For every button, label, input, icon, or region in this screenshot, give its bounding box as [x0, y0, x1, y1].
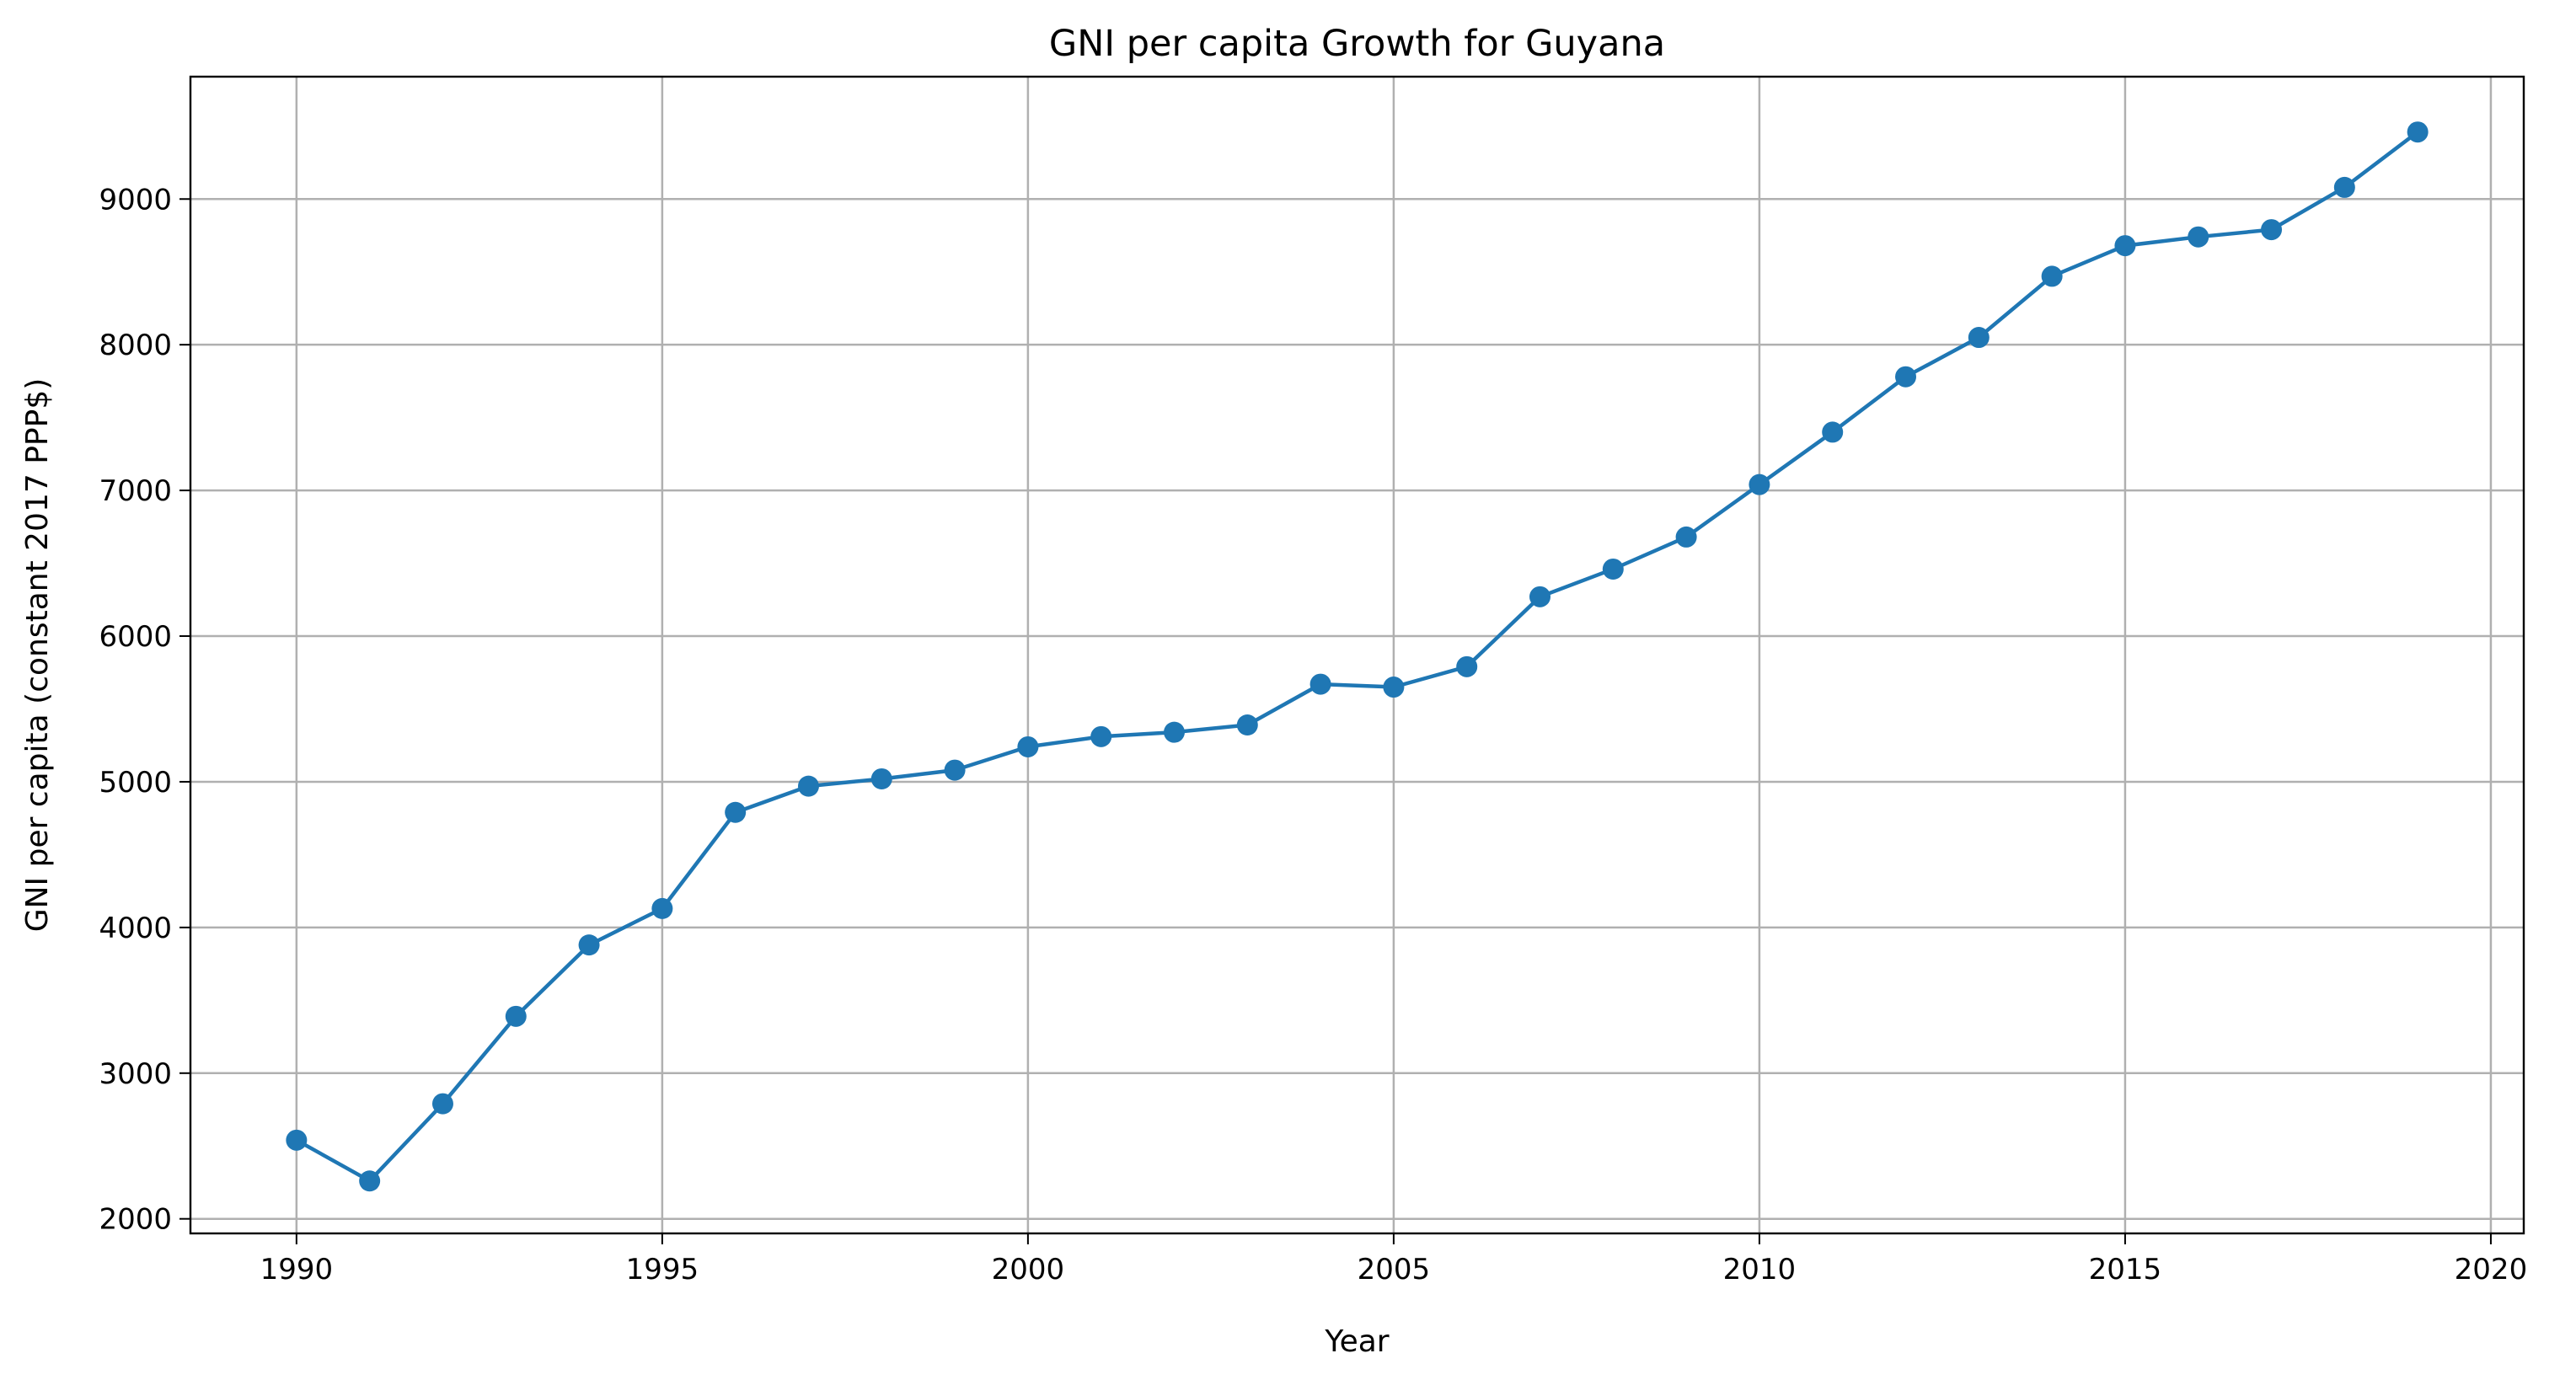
data-point	[1749, 473, 1770, 495]
y-tick-label: 4000	[99, 912, 172, 945]
x-tick-label: 1995	[626, 1253, 699, 1286]
data-point	[944, 759, 966, 781]
y-tick-label: 6000	[99, 620, 172, 654]
data-point	[1895, 366, 1917, 388]
data-point	[1383, 677, 1405, 698]
data-point	[1456, 655, 1478, 677]
data-point	[1968, 327, 1990, 349]
x-tick-label: 1990	[260, 1253, 334, 1286]
y-tick-label: 7000	[99, 474, 172, 508]
data-point	[1236, 714, 1258, 736]
data-point	[2407, 121, 2429, 143]
data-point	[2188, 226, 2209, 248]
data-point	[1822, 421, 1844, 443]
y-axis-label: GNI per capita (constant 2017 PPP$)	[20, 378, 55, 933]
data-point	[2114, 235, 2136, 257]
series-line	[295, 130, 2419, 1183]
series-layer	[286, 121, 2429, 1192]
data-point	[286, 1129, 308, 1151]
chart-title: GNI per capita Growth for Guyana	[1049, 23, 1665, 65]
x-tick-label: 2015	[2089, 1253, 2162, 1286]
data-point	[2041, 265, 2063, 287]
y-tick-label: 2000	[99, 1203, 172, 1237]
y-tick-label: 8000	[99, 329, 172, 362]
data-point	[2333, 176, 2355, 198]
x-tick-label: 2010	[1723, 1253, 1797, 1286]
data-point	[1163, 721, 1185, 743]
data-point	[505, 1005, 527, 1027]
x-tick-label: 2020	[2455, 1253, 2528, 1286]
data-point	[2261, 219, 2283, 241]
x-tick-label: 2000	[992, 1253, 1065, 1286]
data-point	[1017, 735, 1039, 757]
data-point	[797, 775, 819, 797]
ticks: 1990 1995 2000 2005 2010 2015 2020 2000 3000 4000…	[99, 183, 2527, 1286]
x-tick-label: 2005	[1358, 1253, 1431, 1286]
data-point	[1602, 558, 1624, 580]
y-tick-label: 5000	[99, 766, 172, 800]
y-tick-label: 9000	[99, 183, 172, 217]
data-point	[1529, 586, 1551, 607]
data-point	[651, 897, 673, 919]
x-axis-label: Year	[1324, 1324, 1389, 1359]
data-point	[1309, 673, 1331, 695]
data-point	[1090, 725, 1112, 747]
data-point	[359, 1170, 381, 1192]
data-point	[578, 934, 600, 956]
data-point	[725, 801, 747, 823]
data-point	[431, 1093, 453, 1115]
plot-frame	[189, 75, 2525, 1235]
data-point	[870, 768, 892, 789]
grid	[190, 77, 2524, 1233]
y-tick-label: 3000	[99, 1057, 172, 1091]
data-point	[1675, 526, 1697, 548]
